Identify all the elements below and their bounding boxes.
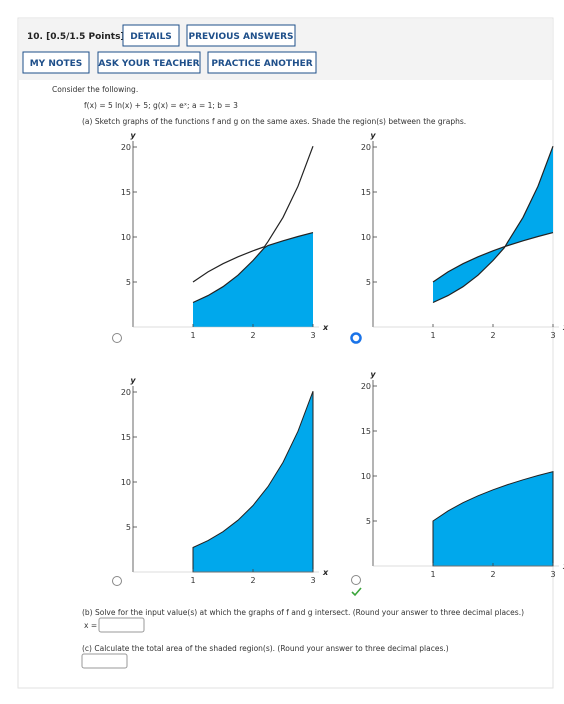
x-axis-label: x (322, 568, 329, 577)
shaded-region (433, 146, 553, 303)
answer-input[interactable] (98, 617, 145, 633)
button-label[interactable]: MY NOTES (30, 59, 83, 69)
y-tick-label: 5 (366, 517, 371, 526)
y-tick-label: 5 (126, 523, 131, 532)
y-tick-label: 10 (121, 233, 131, 242)
radio[interactable] (112, 576, 122, 586)
button[interactable] (97, 51, 201, 74)
x-tick-label: 2 (490, 331, 495, 340)
y-axis-label: y (370, 131, 376, 140)
question-title: 10. [0.5/1.5 Points] (27, 32, 125, 42)
answer-input[interactable] (81, 653, 128, 669)
y-tick-label: 20 (361, 143, 371, 152)
x-axis-label: x (562, 562, 564, 571)
part-c: (c) Calculate the total area of the shad… (82, 644, 449, 653)
curve (432, 145, 554, 304)
card (17, 17, 554, 689)
x-axis-label: x (562, 323, 564, 332)
y-tick-label: 15 (361, 427, 371, 436)
button[interactable] (22, 51, 90, 74)
y-tick-label: 10 (121, 478, 131, 487)
y-tick-label: 20 (121, 143, 131, 152)
button-label[interactable]: PRACTICE ANOTHER (211, 59, 312, 69)
x-tick-label: 3 (310, 331, 315, 340)
part-a: (a) Sketch graphs of the functions f and… (82, 117, 466, 126)
button-label[interactable]: PREVIOUS ANSWERS (188, 32, 293, 42)
y-tick-label: 5 (126, 278, 131, 287)
x-tick-label: 3 (550, 570, 555, 579)
x-tick-label: 1 (430, 331, 435, 340)
y-tick-label: 20 (121, 388, 131, 397)
curve (432, 232, 554, 283)
curve (192, 232, 314, 304)
y-axis-label: y (130, 131, 136, 140)
radio-selected[interactable] (350, 332, 362, 344)
shaded-region (432, 470, 554, 567)
answer-label: x = (84, 621, 97, 630)
y-tick-label: 10 (361, 233, 371, 242)
y-tick-label: 20 (361, 382, 371, 391)
button[interactable] (186, 24, 296, 47)
x-tick-label: 2 (250, 576, 255, 585)
x-axis-label: x (322, 323, 329, 332)
shaded-region (193, 232, 313, 327)
radio[interactable] (351, 575, 361, 585)
curve (192, 145, 314, 283)
button-label[interactable]: ASK YOUR TEACHER (98, 59, 199, 69)
button[interactable] (207, 51, 317, 74)
y-tick-label: 15 (121, 433, 131, 442)
x-tick-label: 1 (190, 576, 195, 585)
y-axis-label: y (130, 376, 136, 385)
x-tick-label: 1 (430, 570, 435, 579)
x-tick-label: 3 (550, 331, 555, 340)
check-mark (351, 587, 362, 597)
radio[interactable] (112, 333, 122, 343)
given: f(x) = 5 ln(x) + 5; g(x) = eˣ; a = 1; b … (84, 101, 238, 110)
y-axis-label: y (370, 370, 376, 379)
shaded-region (192, 391, 314, 573)
x-tick-label: 2 (490, 570, 495, 579)
y-tick-label: 10 (361, 472, 371, 481)
button[interactable] (122, 24, 180, 47)
y-tick-label: 15 (361, 188, 371, 197)
x-tick-label: 3 (310, 576, 315, 585)
y-tick-label: 5 (366, 278, 371, 287)
part-b: (b) Solve for the input value(s) at whic… (82, 608, 524, 617)
y-tick-label: 15 (121, 188, 131, 197)
intro: Consider the following. (52, 85, 138, 94)
x-tick-label: 1 (190, 331, 195, 340)
button-label[interactable]: DETAILS (130, 32, 172, 42)
x-tick-label: 2 (250, 331, 255, 340)
